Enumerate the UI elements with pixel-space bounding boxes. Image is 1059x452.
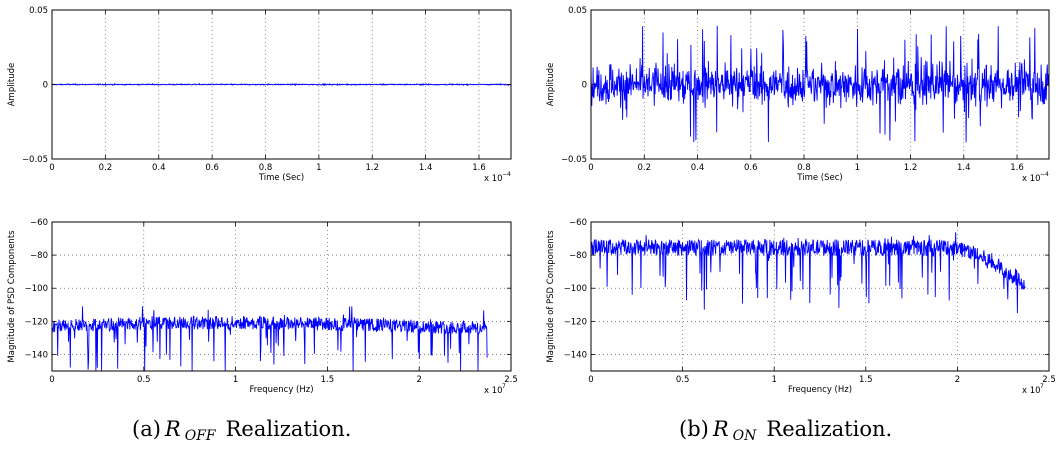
x-axis-label: Time (Sec) xyxy=(258,173,304,183)
x-axis-multiplier: x 10 xyxy=(484,174,503,184)
x-tick-label: 1.5 xyxy=(859,375,873,385)
x-axis-label: Time (Sec) xyxy=(796,173,842,183)
y-tick-label: 0.05 xyxy=(29,6,48,16)
x-axis-label: Frequency (Hz) xyxy=(788,385,852,395)
svg-text:(a) R OFF: (a) R OFF Realization. xyxy=(132,417,351,444)
x-tick-label: 1.4 xyxy=(419,163,433,173)
x-tick-label: 1.4 xyxy=(957,163,971,173)
x-axis-multiplier: x 10 xyxy=(484,386,503,396)
x-axis-multiplier: x 10 xyxy=(1022,386,1041,396)
y-tick-label: −140 xyxy=(25,350,48,360)
x-tick-label: 1.5 xyxy=(321,375,335,385)
svg-text:(b) R ON: (b) R ON Realization. xyxy=(679,417,892,444)
y-axis-label: Magnitude of PSD Components xyxy=(546,230,556,363)
x-tick-label: 1 xyxy=(316,163,321,173)
y-tick-label: −140 xyxy=(564,350,587,360)
caption-a-subscript: OFF xyxy=(185,428,217,444)
x-tick-label: 0 xyxy=(588,163,593,173)
caption-b-symbol: R xyxy=(712,417,729,441)
x-tick-label: 1.6 xyxy=(1010,163,1024,173)
y-tick-label: −60 xyxy=(30,218,48,228)
x-axis-label: Frequency (Hz) xyxy=(249,385,313,395)
x-tick-label: 0.6 xyxy=(205,163,219,173)
caption-b: (b) R ON Realization. xyxy=(679,417,892,444)
x-tick-label: 0.4 xyxy=(152,163,166,173)
series-line-b-time xyxy=(590,25,1050,143)
y-tick-label: −0.05 xyxy=(561,155,587,165)
x-tick-label: 0 xyxy=(588,375,593,385)
x-axis-multiplier: x 10 xyxy=(1022,174,1041,184)
y-axis-label: Amplitude xyxy=(7,63,17,107)
x-tick-label: 0.4 xyxy=(691,163,705,173)
y-tick-label: 0.05 xyxy=(568,6,587,16)
x-tick-label: 2 xyxy=(955,375,960,385)
caption-a: (a) R OFF Realization. xyxy=(132,417,351,444)
series-line-a-time xyxy=(51,82,512,87)
caption-b-prefix: (b) xyxy=(679,417,709,441)
y-tick-label: −80 xyxy=(30,251,48,261)
x-axis-multiplier-exponent: −4 xyxy=(1040,171,1049,178)
y-axis-label: Magnitude of PSD Components xyxy=(7,230,17,363)
x-tick-label: 0.8 xyxy=(797,163,811,173)
chart-a-psd: 0 0.5 1 1.5 2 2.5 −60 −80 −100 −120 −140 Frequency … xyxy=(7,218,518,396)
caption-a-symbol: R xyxy=(164,417,181,441)
y-tick-label: 0 xyxy=(43,81,48,91)
y-tick-label: −120 xyxy=(25,317,48,327)
x-tick-label: 0.6 xyxy=(744,163,758,173)
caption-b-subscript: ON xyxy=(733,428,757,444)
x-axis-multiplier-exponent: −4 xyxy=(502,171,511,178)
x-tick-label: 1 xyxy=(233,375,238,385)
x-tick-label: 0.5 xyxy=(676,375,690,385)
x-tick-label: 0.2 xyxy=(99,163,113,173)
x-tick-label: 1 xyxy=(771,375,776,385)
x-tick-label: 0 xyxy=(49,375,54,385)
caption-a-prefix: (a) xyxy=(132,417,161,441)
series-line-a-psd xyxy=(51,306,488,372)
y-tick-label: −80 xyxy=(569,251,587,261)
x-tick-label: 2.5 xyxy=(504,375,518,385)
chart-b-psd: 0 0.5 1 1.5 2 2.5 −60 −80 −100 −120 −140 Frequency … xyxy=(546,218,1056,396)
axes-frame xyxy=(51,221,512,372)
x-tick-label: 1.6 xyxy=(472,163,486,173)
x-axis-multiplier-exponent: 7 xyxy=(1040,383,1044,390)
y-tick-label: −120 xyxy=(564,317,587,327)
x-tick-label: 0.8 xyxy=(259,163,273,173)
caption-a-suffix: Realization. xyxy=(226,417,352,441)
x-axis-multiplier-exponent: 7 xyxy=(502,383,506,390)
x-tick-label: 0.2 xyxy=(637,163,651,173)
x-tick-label: 1 xyxy=(855,163,860,173)
x-tick-label: 0.5 xyxy=(137,375,151,385)
y-tick-label: −0.05 xyxy=(22,155,48,165)
axes-frame xyxy=(590,221,1050,372)
x-tick-label: 2.5 xyxy=(1042,375,1056,385)
x-tick-label: 1.2 xyxy=(365,163,379,173)
y-axis-label: Amplitude xyxy=(546,63,556,107)
y-tick-label: −60 xyxy=(569,218,587,228)
x-tick-label: 2 xyxy=(416,375,421,385)
y-tick-label: 0 xyxy=(582,81,587,91)
y-tick-label: −100 xyxy=(564,284,587,294)
x-tick-label: 1.2 xyxy=(904,163,918,173)
x-tick-label: 0 xyxy=(49,163,54,173)
y-tick-label: −100 xyxy=(25,284,48,294)
caption-b-suffix: Realization. xyxy=(766,417,892,441)
series-line-b-psd xyxy=(590,232,1026,314)
